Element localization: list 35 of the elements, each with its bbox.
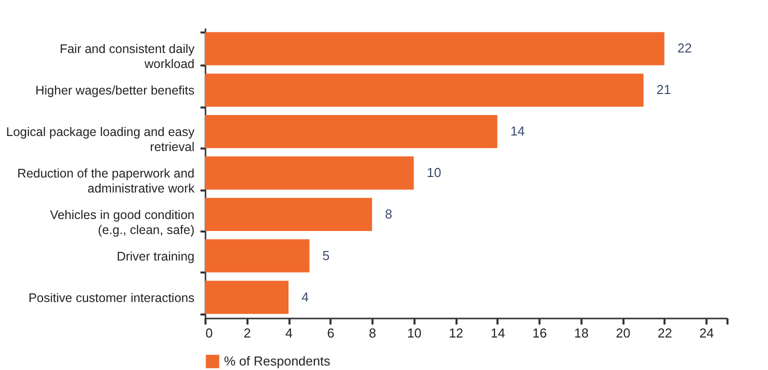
y-tick-label: Higher wages/better benefits [35,84,194,98]
x-tick-label: 24 [699,326,714,340]
x-tick-label: 14 [490,326,506,340]
bar [205,32,664,66]
bar [205,74,644,107]
x-tick-label: 0 [206,326,213,340]
x-tick-label: 8 [368,326,376,340]
data-label: 10 [426,165,442,180]
x-tick-label: 2 [244,326,251,340]
bar [205,115,498,148]
x-tick-label: 22 [658,326,672,340]
y-tick-label: Logical package loading and easy retrieval [6,125,196,154]
y-tick-label: Vehicles in good condition (e.g., clean, safe) [50,208,195,237]
bar [205,239,310,272]
legend-label: % of Respondents [224,354,331,368]
y-tick-label: Reduction of the paperwork and administrative work [17,166,196,196]
y-tick-label: Fair and consistent daily workload [60,42,196,72]
bar [205,280,289,314]
x-tick-label: 6 [327,326,334,340]
data-label: 4 [302,289,309,304]
x-tick-label: 4 [285,326,293,340]
data-label: 5 [322,248,330,263]
bar [205,198,372,231]
x-tick-label: 16 [532,326,547,340]
y-tick-label: Positive customer interactions [28,290,194,305]
data-label: 21 [656,82,671,98]
x-tick-label: 20 [616,326,630,340]
data-label: 14 [510,124,525,139]
y-tick-label: Driver training [116,249,195,264]
bar [205,156,414,190]
data-label: 8 [385,206,392,222]
x-tick-label: 12 [448,326,464,340]
x-tick-label: 10 [407,326,422,340]
data-label: 22 [677,40,692,56]
x-tick-label: 18 [574,326,589,340]
